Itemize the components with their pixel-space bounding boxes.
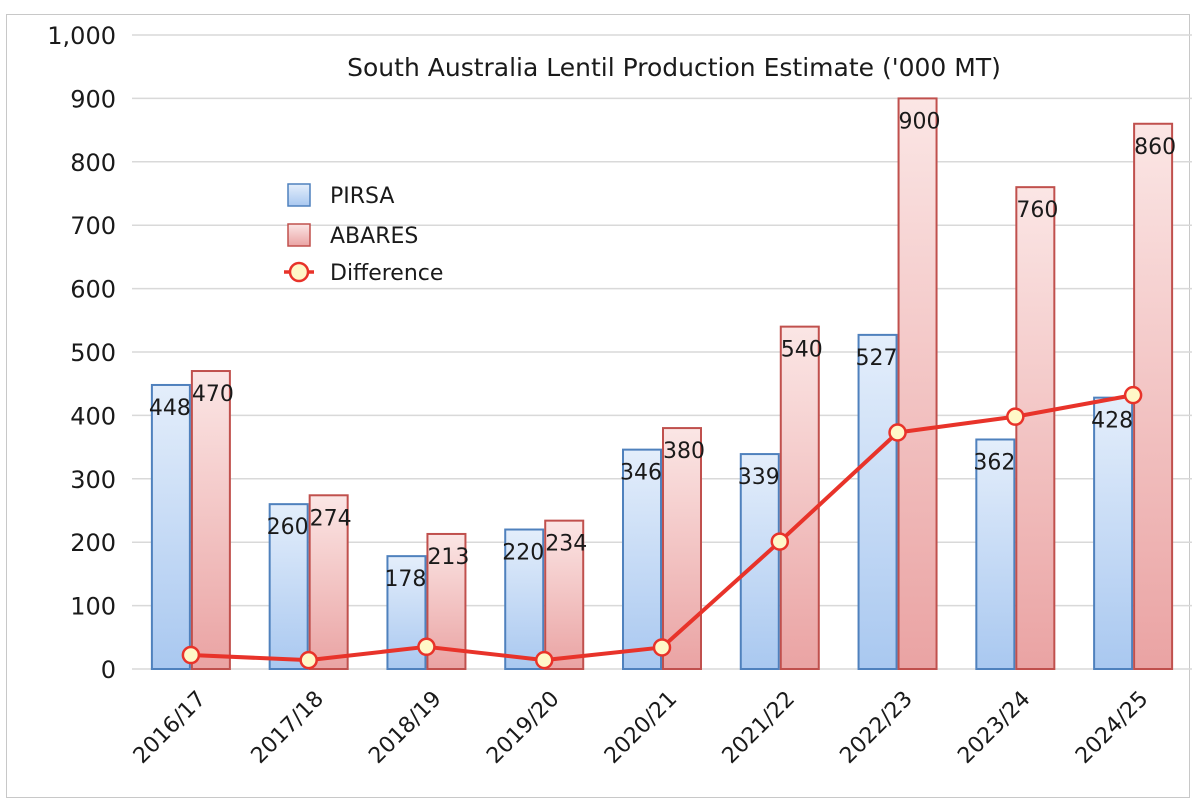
x-tick-label: 2024/25 <box>1071 687 1153 769</box>
x-tick-label: 2021/22 <box>718 687 800 769</box>
bar-abares-2021-22 <box>779 325 820 670</box>
difference-point <box>417 637 436 657</box>
y-tick-label: 900 <box>70 85 116 113</box>
data-label-pirsa: 346 <box>620 461 662 486</box>
difference-point <box>1006 407 1025 426</box>
bar-pirsa-2024-25 <box>1093 396 1134 670</box>
bar-abares-2019-20 <box>544 519 585 670</box>
data-label-pirsa: 220 <box>502 541 544 566</box>
data-label-abares: 380 <box>663 439 705 464</box>
difference-point <box>652 638 672 657</box>
bar-abares-2022-23 <box>897 97 938 670</box>
data-label-pirsa: 527 <box>856 346 898 371</box>
data-label-abares: 760 <box>1016 198 1058 223</box>
difference-point <box>1123 385 1143 405</box>
y-tick-label: 600 <box>70 276 116 304</box>
x-tick-label: 2019/20 <box>482 687 564 769</box>
bar-pirsa-2020-21 <box>622 448 662 670</box>
difference-point <box>888 423 907 442</box>
y-tick-label: 100 <box>70 593 116 621</box>
data-label-abares: 213 <box>427 545 469 570</box>
bar-pirsa-2019-20 <box>504 528 545 671</box>
y-tick-label: 0 <box>101 656 116 684</box>
difference-point <box>299 650 318 670</box>
x-tick-label: 2020/21 <box>600 687 682 769</box>
data-label-pirsa: 260 <box>267 515 309 540</box>
bar-pirsa-2022-23 <box>857 333 898 670</box>
data-label-pirsa: 362 <box>973 450 1015 475</box>
data-label-pirsa: 448 <box>149 396 191 421</box>
data-label-pirsa: 339 <box>738 465 780 490</box>
data-label-pirsa: 178 <box>384 567 426 592</box>
legend-swatch-abares <box>287 223 311 247</box>
y-tick-label: 400 <box>70 402 116 430</box>
y-tick-label: 500 <box>70 339 116 367</box>
x-tick-label: 2016/17 <box>129 687 211 769</box>
bar-pirsa-2023-24 <box>975 438 1016 670</box>
data-label-abares: 274 <box>310 506 352 531</box>
y-tick-label: 800 <box>70 149 116 177</box>
data-label-abares: 234 <box>545 532 587 557</box>
legend-swatch-pirsa <box>287 183 311 207</box>
y-tick-label: 300 <box>70 466 116 494</box>
y-tick-label: 200 <box>70 529 116 557</box>
bar-pirsa-2017-18 <box>268 503 309 670</box>
x-tick-label: 2018/19 <box>364 687 446 769</box>
bar-abares-2016-17 <box>190 370 231 670</box>
data-label-abares: 860 <box>1134 135 1176 160</box>
bar-pirsa-2016-17 <box>150 383 191 670</box>
legend-marker-difference <box>288 261 310 283</box>
data-label-abares: 540 <box>781 338 823 363</box>
data-label-abares: 470 <box>192 382 234 407</box>
y-axis: 0 100 200 300 400 500 600 700 800 900 1,000 <box>47 22 116 684</box>
difference-point <box>534 650 554 670</box>
difference-point <box>770 532 790 551</box>
y-tick-label: 1,000 <box>47 22 116 50</box>
x-axis: 2016/17 2017/18 2018/19 2019/20 2020/21 2021/… <box>129 687 1154 769</box>
bar-abares-2023-24 <box>1015 186 1056 670</box>
bar-abares-2020-21 <box>662 427 702 670</box>
difference-line <box>181 385 1143 670</box>
legend-label-pirsa: PIRSA <box>330 184 394 209</box>
chart-title: South Australia Lentil Production Estima… <box>347 53 1001 82</box>
legend-label-abares: ABARES <box>330 224 418 249</box>
x-tick-label: 2023/24 <box>953 687 1035 769</box>
data-label-pirsa: 428 <box>1091 409 1133 434</box>
difference-point <box>181 645 201 665</box>
legend: PIRSA ABARES Difference <box>284 183 443 286</box>
data-label-abares: 900 <box>899 109 941 134</box>
x-tick-label: 2017/18 <box>247 687 329 769</box>
bar-abares-2017-18 <box>308 494 349 670</box>
x-tick-label: 2022/23 <box>835 687 917 769</box>
legend-label-difference: Difference <box>330 261 443 286</box>
y-tick-label: 700 <box>70 212 116 240</box>
